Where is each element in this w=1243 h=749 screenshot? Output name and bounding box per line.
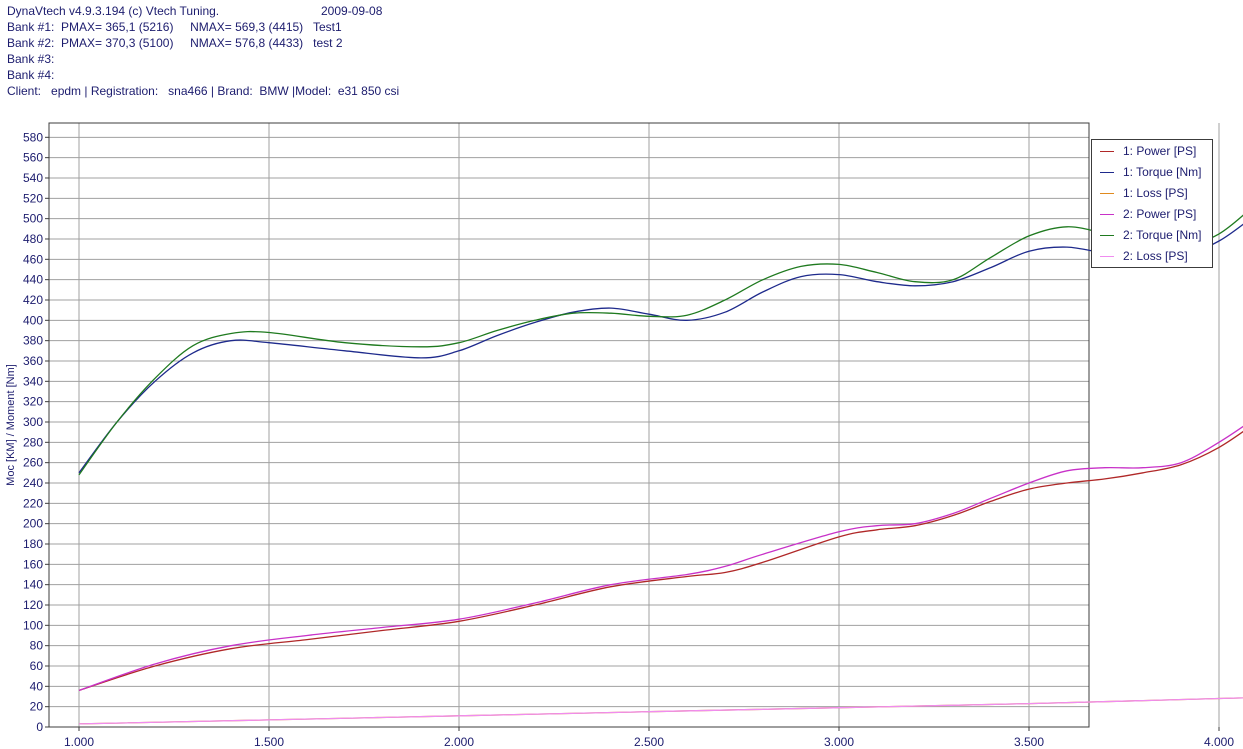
y-tick-label: 20 [30,700,44,714]
y-tick-label: 200 [23,517,43,531]
y-tick-label: 400 [23,313,43,327]
series-line-2-power-ps [78,425,1243,692]
y-axis-label: Moc [KM] / Moment [Nm] [5,364,17,486]
legend-label: 1: Torque [Nm] [1123,165,1202,179]
legend-label: 1: Loss [PS] [1123,186,1188,200]
x-tick-label: 2.000 [444,735,474,749]
legend-label: 2: Loss [PS] [1123,249,1188,263]
legend-label: 1: Power [PS] [1123,144,1197,158]
x-tick-label: 3.500 [1014,735,1044,749]
y-tick-label: 520 [23,191,43,205]
y-tick-label: 460 [23,252,43,266]
y-tick-label: 80 [30,639,44,653]
y-tick-label: 560 [23,151,43,165]
series-line-2-torque-nm [78,214,1243,476]
y-tick-label: 360 [23,354,43,368]
y-tick-label: 280 [23,435,43,449]
bank3-summary: Bank #3: [7,52,55,66]
series-line-1-power-ps [78,430,1243,692]
y-tick-label: 340 [23,374,43,388]
y-tick-label: 240 [23,476,43,490]
y-tick-label: 60 [30,659,44,673]
chart-legend: 1: Power [PS] 1: Torque [Nm] 1: Loss [PS] 2… [1091,139,1213,268]
y-tick-label: 500 [23,212,43,226]
x-tick-label: 3.000 [824,735,854,749]
y-tick-label: 440 [23,273,43,287]
y-tick-label: 180 [23,537,43,551]
legend-swatch [1100,256,1114,257]
legend-swatch [1100,151,1114,152]
y-tick-label: 300 [23,415,43,429]
series-line-1-torque-nm [78,223,1243,474]
legend-swatch [1100,214,1114,215]
y-tick-label: 40 [30,679,44,693]
bank4-summary: Bank #4: [7,68,55,82]
plot-frame [48,122,1090,728]
x-tick-label: 1.000 [64,735,94,749]
legend-label: 2: Power [PS] [1123,207,1197,221]
bank1-summary: Bank #1: PMAX= 365,1 (5216) NMAX= 569,3 … [7,20,342,34]
y-tick-label: 480 [23,232,43,246]
x-tick-label: 2.500 [634,735,664,749]
legend-swatch [1100,235,1114,236]
y-tick-label: 540 [23,171,43,185]
grid-lines [49,123,1220,727]
y-axis-ticks: 0 20 40 60 80 100 120 140 160 180 200 220 240 260 280 3… [23,130,49,734]
app-title-line: DynaVtech v4.9.3.194 (c) Vtech Tuning. [7,4,220,18]
y-tick-label: 140 [23,578,43,592]
x-axis-ticks: 1.0001.5002.0002.5003.0003.5004.0004.500… [64,727,1234,749]
y-tick-label: 220 [23,496,43,510]
series-line-2-loss-ps [78,697,1243,725]
legend-swatch [1100,193,1114,194]
legend-label: 2: Torque [Nm] [1123,228,1202,242]
y-tick-label: 100 [23,618,43,632]
y-tick-label: 160 [23,557,43,571]
y-tick-label: 260 [23,456,43,470]
y-tick-label: 120 [23,598,43,612]
x-tick-label: 1.500 [254,735,284,749]
series-layer [78,214,1243,725]
test-date: 2009-09-08 [321,4,383,18]
legend-swatch [1100,172,1114,173]
y-tick-label: 580 [23,130,43,144]
x-tick-label: 4.000 [1204,735,1234,749]
y-tick-label: 0 [36,720,43,734]
series-line-1-loss-ps [78,697,1243,725]
y-tick-label: 320 [23,395,43,409]
y-tick-label: 380 [23,334,43,348]
bank2-summary: Bank #2: PMAX= 370,3 (5100) NMAX= 576,8 … [7,36,343,50]
client-info: Client: epdm | Registration: sna466 | Br… [7,84,400,98]
y-tick-label: 420 [23,293,43,307]
